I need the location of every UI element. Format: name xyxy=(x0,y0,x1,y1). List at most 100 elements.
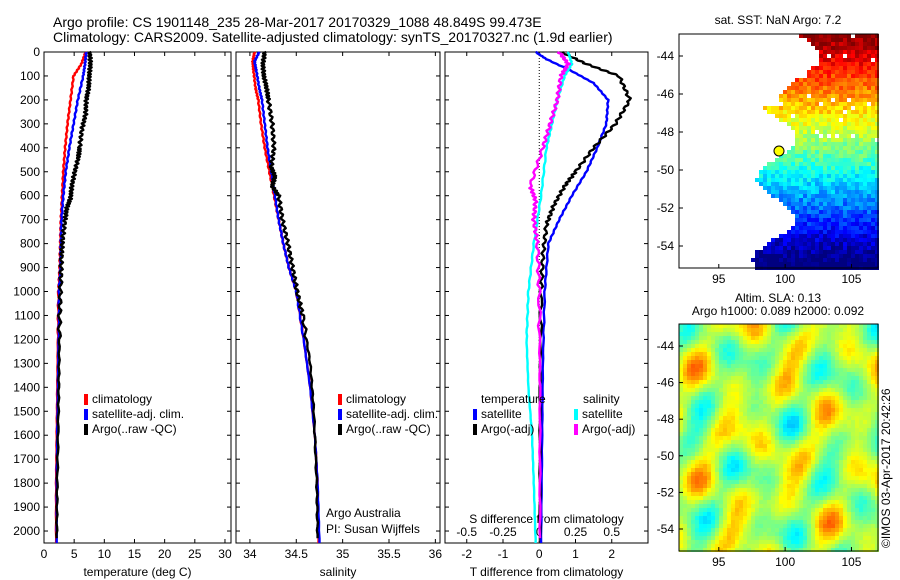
map-cell xyxy=(755,464,759,468)
map-cell xyxy=(863,364,867,368)
map-cell xyxy=(811,324,815,328)
map-cell xyxy=(707,500,711,504)
map-cell xyxy=(767,352,771,356)
map-cell xyxy=(695,516,699,520)
map-cell xyxy=(803,452,807,456)
map-cell xyxy=(843,258,847,262)
map-cell xyxy=(831,242,835,246)
map-cell xyxy=(855,436,859,440)
map-cell xyxy=(787,246,791,250)
map-cell xyxy=(871,162,875,166)
map-cell xyxy=(827,392,831,396)
map-cell xyxy=(803,484,807,488)
map-cell xyxy=(795,242,799,246)
map-cell xyxy=(735,432,739,436)
map-cell xyxy=(703,520,707,524)
y-tick-label: 1600 xyxy=(13,428,40,442)
map-cell xyxy=(699,536,703,540)
map-cell xyxy=(847,472,851,476)
map-cell xyxy=(787,174,791,178)
map-cell xyxy=(847,544,851,548)
map-cell xyxy=(867,218,871,222)
map-cell xyxy=(835,408,839,412)
map-cell xyxy=(795,364,799,368)
map-cell xyxy=(699,356,703,360)
map-cell xyxy=(815,114,819,118)
map-cell xyxy=(719,352,723,356)
map-cell xyxy=(799,376,803,380)
map-cell xyxy=(759,532,763,536)
map-cell xyxy=(823,384,827,388)
map-cell xyxy=(683,484,687,488)
map-cell xyxy=(815,364,819,368)
map-cell xyxy=(731,520,735,524)
map-cell xyxy=(863,400,867,404)
map-cell xyxy=(755,472,759,476)
map-cell xyxy=(871,106,875,110)
map-cell xyxy=(783,480,787,484)
map-cell xyxy=(795,448,799,452)
map-cell xyxy=(791,230,795,234)
map-cell xyxy=(807,536,811,540)
map-cell xyxy=(763,404,767,408)
map-cell xyxy=(791,388,795,392)
map-cell xyxy=(695,528,699,532)
map-cell xyxy=(759,372,763,376)
map-cell xyxy=(739,528,743,532)
map-cell xyxy=(823,356,827,360)
map-cell xyxy=(811,364,815,368)
map-cell xyxy=(871,82,875,86)
map-cell xyxy=(795,396,799,400)
map-cell xyxy=(759,360,763,364)
map-cell xyxy=(851,190,855,194)
map-cell xyxy=(815,500,819,504)
map-cell xyxy=(679,336,683,340)
map-cell xyxy=(863,508,867,512)
map-cell xyxy=(755,262,759,266)
map-cell xyxy=(795,436,799,440)
map-cell xyxy=(811,540,815,544)
map-cell xyxy=(703,376,707,380)
map-cell xyxy=(739,504,743,508)
map-cell xyxy=(767,524,771,528)
map-cell xyxy=(739,336,743,340)
map-cell xyxy=(771,242,775,246)
map-cell xyxy=(799,174,803,178)
map-cell xyxy=(871,532,875,536)
map-cell xyxy=(859,408,863,412)
map-cell xyxy=(867,210,871,214)
map-cell xyxy=(831,352,835,356)
map-cell xyxy=(763,388,767,392)
y-tick-label: 300 xyxy=(20,117,40,131)
map-cell xyxy=(687,376,691,380)
map-cell xyxy=(787,324,791,328)
map-cell xyxy=(811,38,815,42)
map-cell xyxy=(855,138,859,142)
map-cell xyxy=(795,484,799,488)
map-cell xyxy=(787,500,791,504)
map-cell xyxy=(831,110,835,114)
map-cell xyxy=(731,496,735,500)
map-cell xyxy=(875,230,879,234)
map-y-tick-label: -48 xyxy=(657,412,675,426)
map-cell xyxy=(783,432,787,436)
map-cell xyxy=(823,182,827,186)
map-cell xyxy=(743,356,747,360)
map-cell xyxy=(715,412,719,416)
map-cell xyxy=(687,336,691,340)
map-cell xyxy=(767,376,771,380)
map-cell xyxy=(827,468,831,472)
map-cell xyxy=(819,166,823,170)
map-cell xyxy=(875,170,879,174)
map-cell xyxy=(859,452,863,456)
map-cell xyxy=(791,122,795,126)
map-cell xyxy=(851,520,855,524)
map-cell xyxy=(851,340,855,344)
map-cell xyxy=(755,372,759,376)
map-cell xyxy=(811,396,815,400)
map-cell xyxy=(867,472,871,476)
map-cell xyxy=(759,492,763,496)
map-cell xyxy=(687,524,691,528)
x-tick-label: 30 xyxy=(218,547,232,561)
map-cell xyxy=(803,182,807,186)
